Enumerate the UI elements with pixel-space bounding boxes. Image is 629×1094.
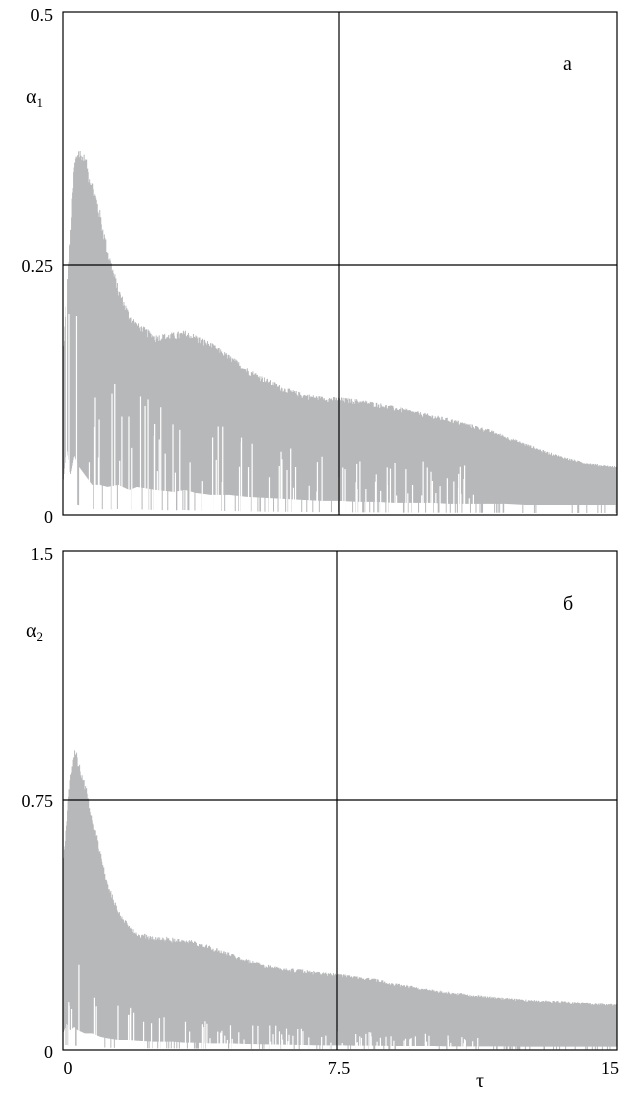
- panel-a: 0.5 0.25 0 α1 а: [22, 5, 618, 527]
- panel-a-label: а: [563, 53, 572, 75]
- panel-b: 1.5 0.75 0 α2 б 0 7.5 15 τ: [22, 544, 620, 1092]
- xtick-15: 15: [601, 1058, 619, 1078]
- panel-b-signal: [62, 750, 618, 1050]
- xtick-0: 0: [64, 1058, 73, 1078]
- panel-b-ytick-mid: 0.75: [22, 791, 54, 811]
- panel-b-label: б: [563, 593, 573, 615]
- panel-b-minima-gaps: [68, 964, 479, 1050]
- panel-b-ytick-bottom: 0: [44, 1042, 53, 1062]
- panel-a-oscillation-band: [62, 150, 618, 513]
- panel-b-oscillation-band: [62, 750, 618, 1050]
- panel-a-signal: [62, 150, 618, 515]
- xlabel-tau: τ: [476, 1070, 484, 1092]
- panel-a-ytick-top: 0.5: [31, 5, 54, 25]
- panel-a-ytick-mid: 0.25: [22, 256, 54, 276]
- panel-a-frame: [62, 11, 618, 516]
- panel-b-frame: [62, 550, 618, 1051]
- panel-a-minima-gaps: [65, 265, 474, 515]
- panel-b-ytick-top: 1.5: [31, 544, 54, 564]
- panel-a-ylabel: α1: [26, 86, 43, 110]
- xtick-7-5: 7.5: [328, 1058, 351, 1078]
- panel-a-ytick-bottom: 0: [44, 507, 53, 527]
- panel-b-ylabel: α2: [26, 620, 43, 644]
